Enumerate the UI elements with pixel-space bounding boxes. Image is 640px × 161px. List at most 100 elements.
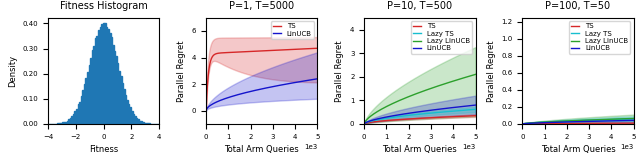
Lazy LinUCB — [452, 79, 460, 81]
Bar — [112, 45, 114, 124]
LinUCB — [585, 120, 593, 122]
Lazy LinUCB — [627, 118, 635, 119]
Bar — [115, 57, 117, 124]
TS — [262, 50, 270, 52]
Bar — [90, 58, 92, 124]
Lazy TS — [420, 113, 428, 115]
Bar — [108, 29, 109, 124]
Line: TS: TS — [206, 48, 317, 111]
Line: LinUCB: LinUCB — [364, 105, 476, 124]
Bar — [103, 23, 104, 124]
Bar — [76, 109, 77, 124]
TS — [627, 122, 635, 124]
Bar — [60, 123, 62, 124]
Lazy LinUCB — [427, 88, 435, 90]
Y-axis label: Parallel Regret: Parallel Regret — [487, 40, 496, 102]
TS — [579, 122, 586, 124]
LinUCB — [627, 119, 635, 121]
Bar — [123, 89, 125, 124]
Bar — [131, 111, 132, 124]
Bar — [136, 118, 138, 124]
Y-axis label: Parallel Regret: Parallel Regret — [177, 40, 186, 102]
Line: Lazy TS: Lazy TS — [364, 109, 476, 124]
Bar — [87, 71, 88, 124]
X-axis label: Total Arm Queries: Total Arm Queries — [383, 145, 457, 154]
Line: LinUCB: LinUCB — [206, 79, 317, 111]
Lazy LinUCB — [469, 74, 477, 76]
Bar — [139, 121, 140, 124]
LinUCB — [413, 111, 421, 113]
TS — [255, 50, 263, 52]
Lazy TS — [452, 110, 460, 112]
Bar — [114, 51, 115, 124]
Lazy TS — [360, 123, 368, 125]
Bar — [84, 84, 86, 124]
Lazy TS — [469, 109, 477, 110]
Bar — [57, 123, 59, 124]
LinUCB — [311, 78, 319, 80]
TS — [469, 115, 477, 117]
Lazy LinUCB — [579, 119, 586, 121]
Bar — [100, 27, 101, 124]
LinUCB — [255, 89, 263, 90]
Line: Lazy LinUCB: Lazy LinUCB — [522, 118, 634, 124]
Bar — [70, 118, 71, 124]
TS — [413, 118, 421, 119]
Lazy TS — [518, 123, 526, 125]
Bar — [62, 123, 63, 124]
Y-axis label: Density: Density — [8, 55, 17, 87]
Bar — [125, 95, 126, 124]
Lazy LinUCB — [630, 118, 637, 119]
Bar — [142, 122, 143, 124]
Bar — [132, 114, 134, 124]
Title: P=10, T=500: P=10, T=500 — [387, 1, 452, 11]
Line: Lazy TS: Lazy TS — [522, 119, 634, 124]
TS — [269, 49, 276, 51]
Bar — [86, 78, 87, 124]
Legend: TS, Lazy TS, Lazy LinUCB, LinUCB: TS, Lazy TS, Lazy LinUCB, LinUCB — [569, 21, 630, 53]
Lazy TS — [572, 120, 579, 122]
Bar — [111, 37, 112, 124]
TS — [610, 122, 618, 124]
Lazy LinUCB — [420, 90, 428, 92]
TS — [294, 48, 301, 50]
LinUCB — [314, 78, 321, 80]
Bar — [67, 121, 68, 124]
Bar — [88, 65, 90, 124]
Bar — [68, 119, 70, 124]
Lazy TS — [472, 108, 479, 110]
LinUCB — [572, 121, 579, 123]
LinUCB — [202, 110, 210, 112]
Bar — [138, 119, 139, 124]
Bar — [83, 90, 84, 124]
Lazy TS — [627, 118, 635, 120]
Lazy TS — [630, 118, 637, 120]
TS — [572, 122, 580, 124]
Legend: TS, Lazy TS, Lazy LinUCB, LinUCB: TS, Lazy TS, Lazy LinUCB, LinUCB — [411, 21, 472, 53]
LinUCB — [414, 111, 422, 113]
Bar — [140, 121, 142, 124]
TS — [427, 117, 435, 119]
Lazy LinUCB — [414, 92, 422, 94]
LinUCB — [472, 104, 479, 106]
LinUCB — [452, 106, 460, 108]
Bar — [71, 116, 73, 124]
TS — [360, 123, 368, 125]
TS — [518, 123, 526, 125]
Bar — [63, 122, 65, 124]
Lazy LinUCB — [585, 119, 593, 121]
Bar — [104, 24, 106, 124]
TS — [572, 122, 579, 124]
Line: Lazy LinUCB: Lazy LinUCB — [364, 74, 476, 124]
TS — [256, 50, 264, 52]
LinUCB — [269, 86, 276, 88]
Lazy LinUCB — [413, 92, 421, 94]
TS — [420, 117, 428, 119]
Bar — [109, 33, 111, 124]
Lazy TS — [610, 118, 618, 120]
TS — [585, 122, 593, 124]
TS — [414, 118, 422, 119]
Bar — [95, 38, 97, 124]
Lazy TS — [572, 120, 580, 122]
Lazy LinUCB — [518, 123, 526, 125]
